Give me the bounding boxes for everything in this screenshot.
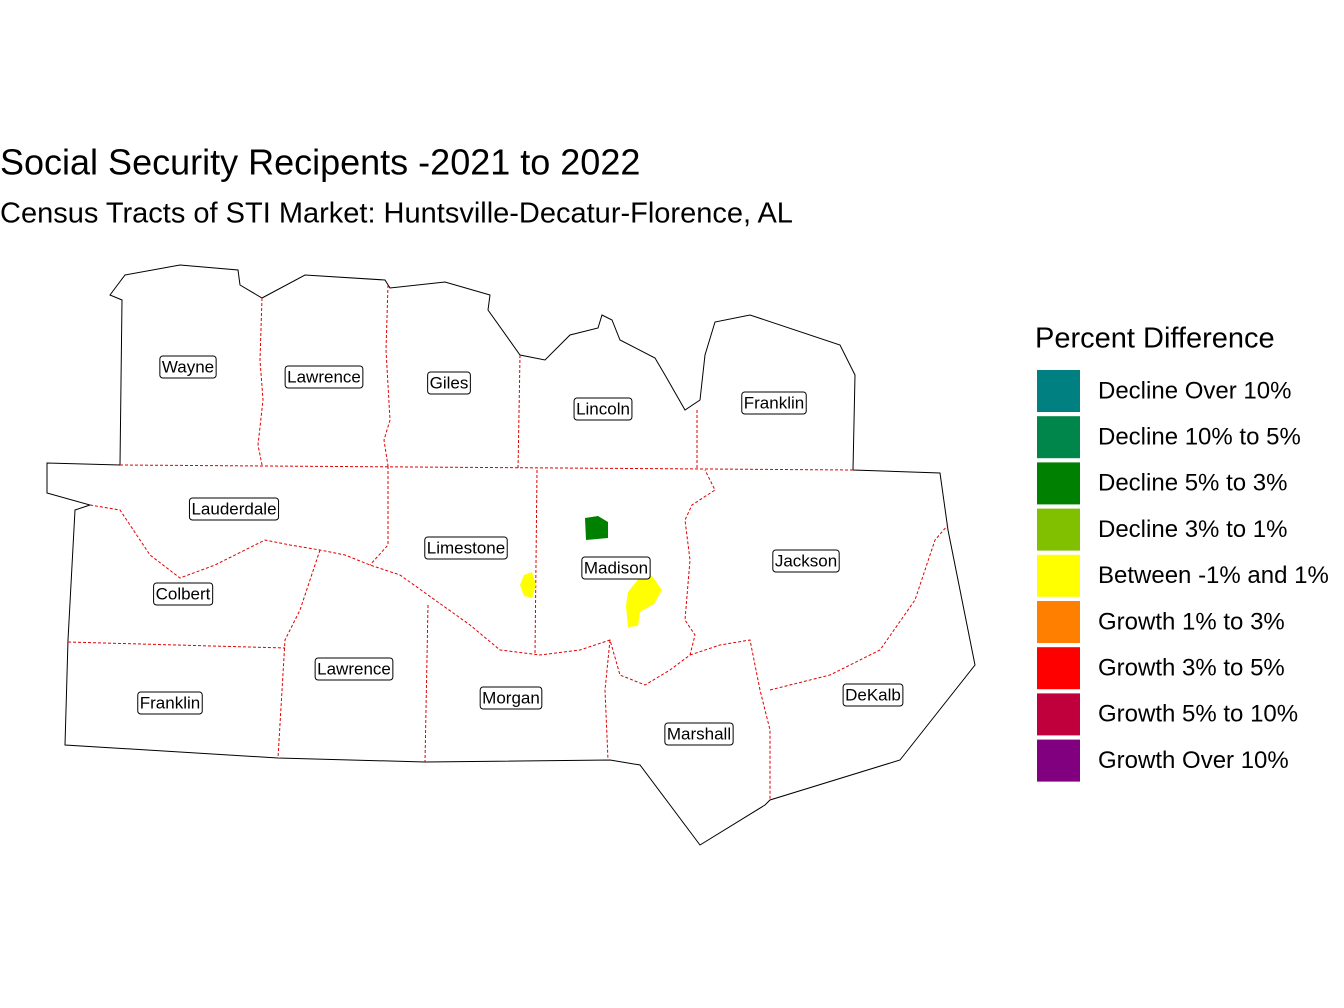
county-label: Lawrence	[287, 367, 361, 386]
county-border	[769, 524, 949, 691]
county-border	[119, 464, 854, 471]
county-label: DeKalb	[845, 685, 901, 704]
county-label-box	[159, 355, 217, 379]
county-label: Marshall	[667, 724, 731, 743]
county-border	[424, 604, 429, 763]
legend-label: Between -1% and 1%	[1098, 562, 1329, 589]
map-title: Social Security Recipents -2021 to 2022	[0, 142, 640, 183]
county-label: Lawrence	[317, 659, 391, 678]
map-subtitle: Census Tracts of STI Market: Huntsville-…	[0, 198, 793, 230]
county-label: Wayne	[162, 357, 214, 376]
county-border	[257, 297, 264, 466]
legend-label: Decline 5% to 3%	[1098, 470, 1287, 497]
county-label-box	[741, 391, 807, 415]
county-label-box	[137, 691, 203, 715]
county-label: Colbert	[156, 584, 211, 603]
legend-swatch	[1037, 416, 1080, 459]
legend-swatch	[1037, 554, 1080, 597]
legend-swatch	[1037, 601, 1080, 643]
legend-swatch	[1037, 739, 1080, 782]
county-label: Giles	[430, 373, 469, 392]
county-label: Morgan	[482, 688, 540, 707]
tract	[520, 572, 536, 598]
legend-swatch	[1037, 508, 1080, 551]
legend: Decline Over 10% Decline 10% to 5% Decline…	[1037, 370, 1329, 782]
legend-swatch	[1037, 462, 1080, 505]
county-label-box	[153, 582, 214, 606]
county-border	[67, 641, 286, 649]
county-label-box	[424, 536, 508, 560]
county-label-box	[314, 657, 394, 681]
county-border	[277, 549, 321, 759]
county-border	[517, 354, 521, 471]
legend-label: Growth Over 10%	[1098, 747, 1289, 774]
county-label: Franklin	[140, 693, 200, 712]
county-label-box	[581, 556, 651, 580]
tract	[585, 516, 608, 540]
county-label: Jackson	[775, 551, 837, 570]
county-border	[383, 284, 391, 467]
county-label-box	[427, 371, 471, 395]
county-label: Lincoln	[576, 399, 630, 418]
county-label: Limestone	[427, 538, 505, 557]
county-border	[604, 639, 611, 761]
legend-label: Growth 1% to 3%	[1098, 608, 1285, 635]
county-label-box	[842, 683, 904, 707]
legend-label: Decline 3% to 1%	[1098, 516, 1287, 543]
county-border	[369, 466, 389, 566]
legend-title: Percent Difference	[1035, 323, 1275, 355]
legend-label: Decline 10% to 5%	[1098, 424, 1301, 451]
county-label-box	[188, 497, 280, 521]
county-label: Madison	[584, 558, 648, 577]
county-border	[89, 469, 716, 686]
legend-label: Growth 5% to 10%	[1098, 701, 1298, 728]
county-label: Franklin	[744, 393, 804, 412]
legend-swatch	[1037, 693, 1080, 736]
county-border	[534, 469, 538, 656]
county-label-box	[284, 365, 364, 389]
county-label: Lauderdale	[191, 499, 276, 518]
county-labels: Wayne Lawrence Giles Lincoln Franklin Lauderd…	[137, 355, 904, 746]
county-label-box	[772, 549, 840, 573]
county-label-box	[479, 686, 543, 710]
legend-swatch	[1037, 647, 1080, 690]
legend-swatch	[1037, 370, 1080, 412]
legend-label: Growth 3% to 5%	[1098, 655, 1285, 682]
county-border	[689, 639, 771, 800]
county-label-box	[573, 397, 633, 421]
county-label-box	[664, 722, 734, 746]
tract	[626, 576, 662, 627]
legend-label: Decline Over 10%	[1098, 377, 1291, 404]
